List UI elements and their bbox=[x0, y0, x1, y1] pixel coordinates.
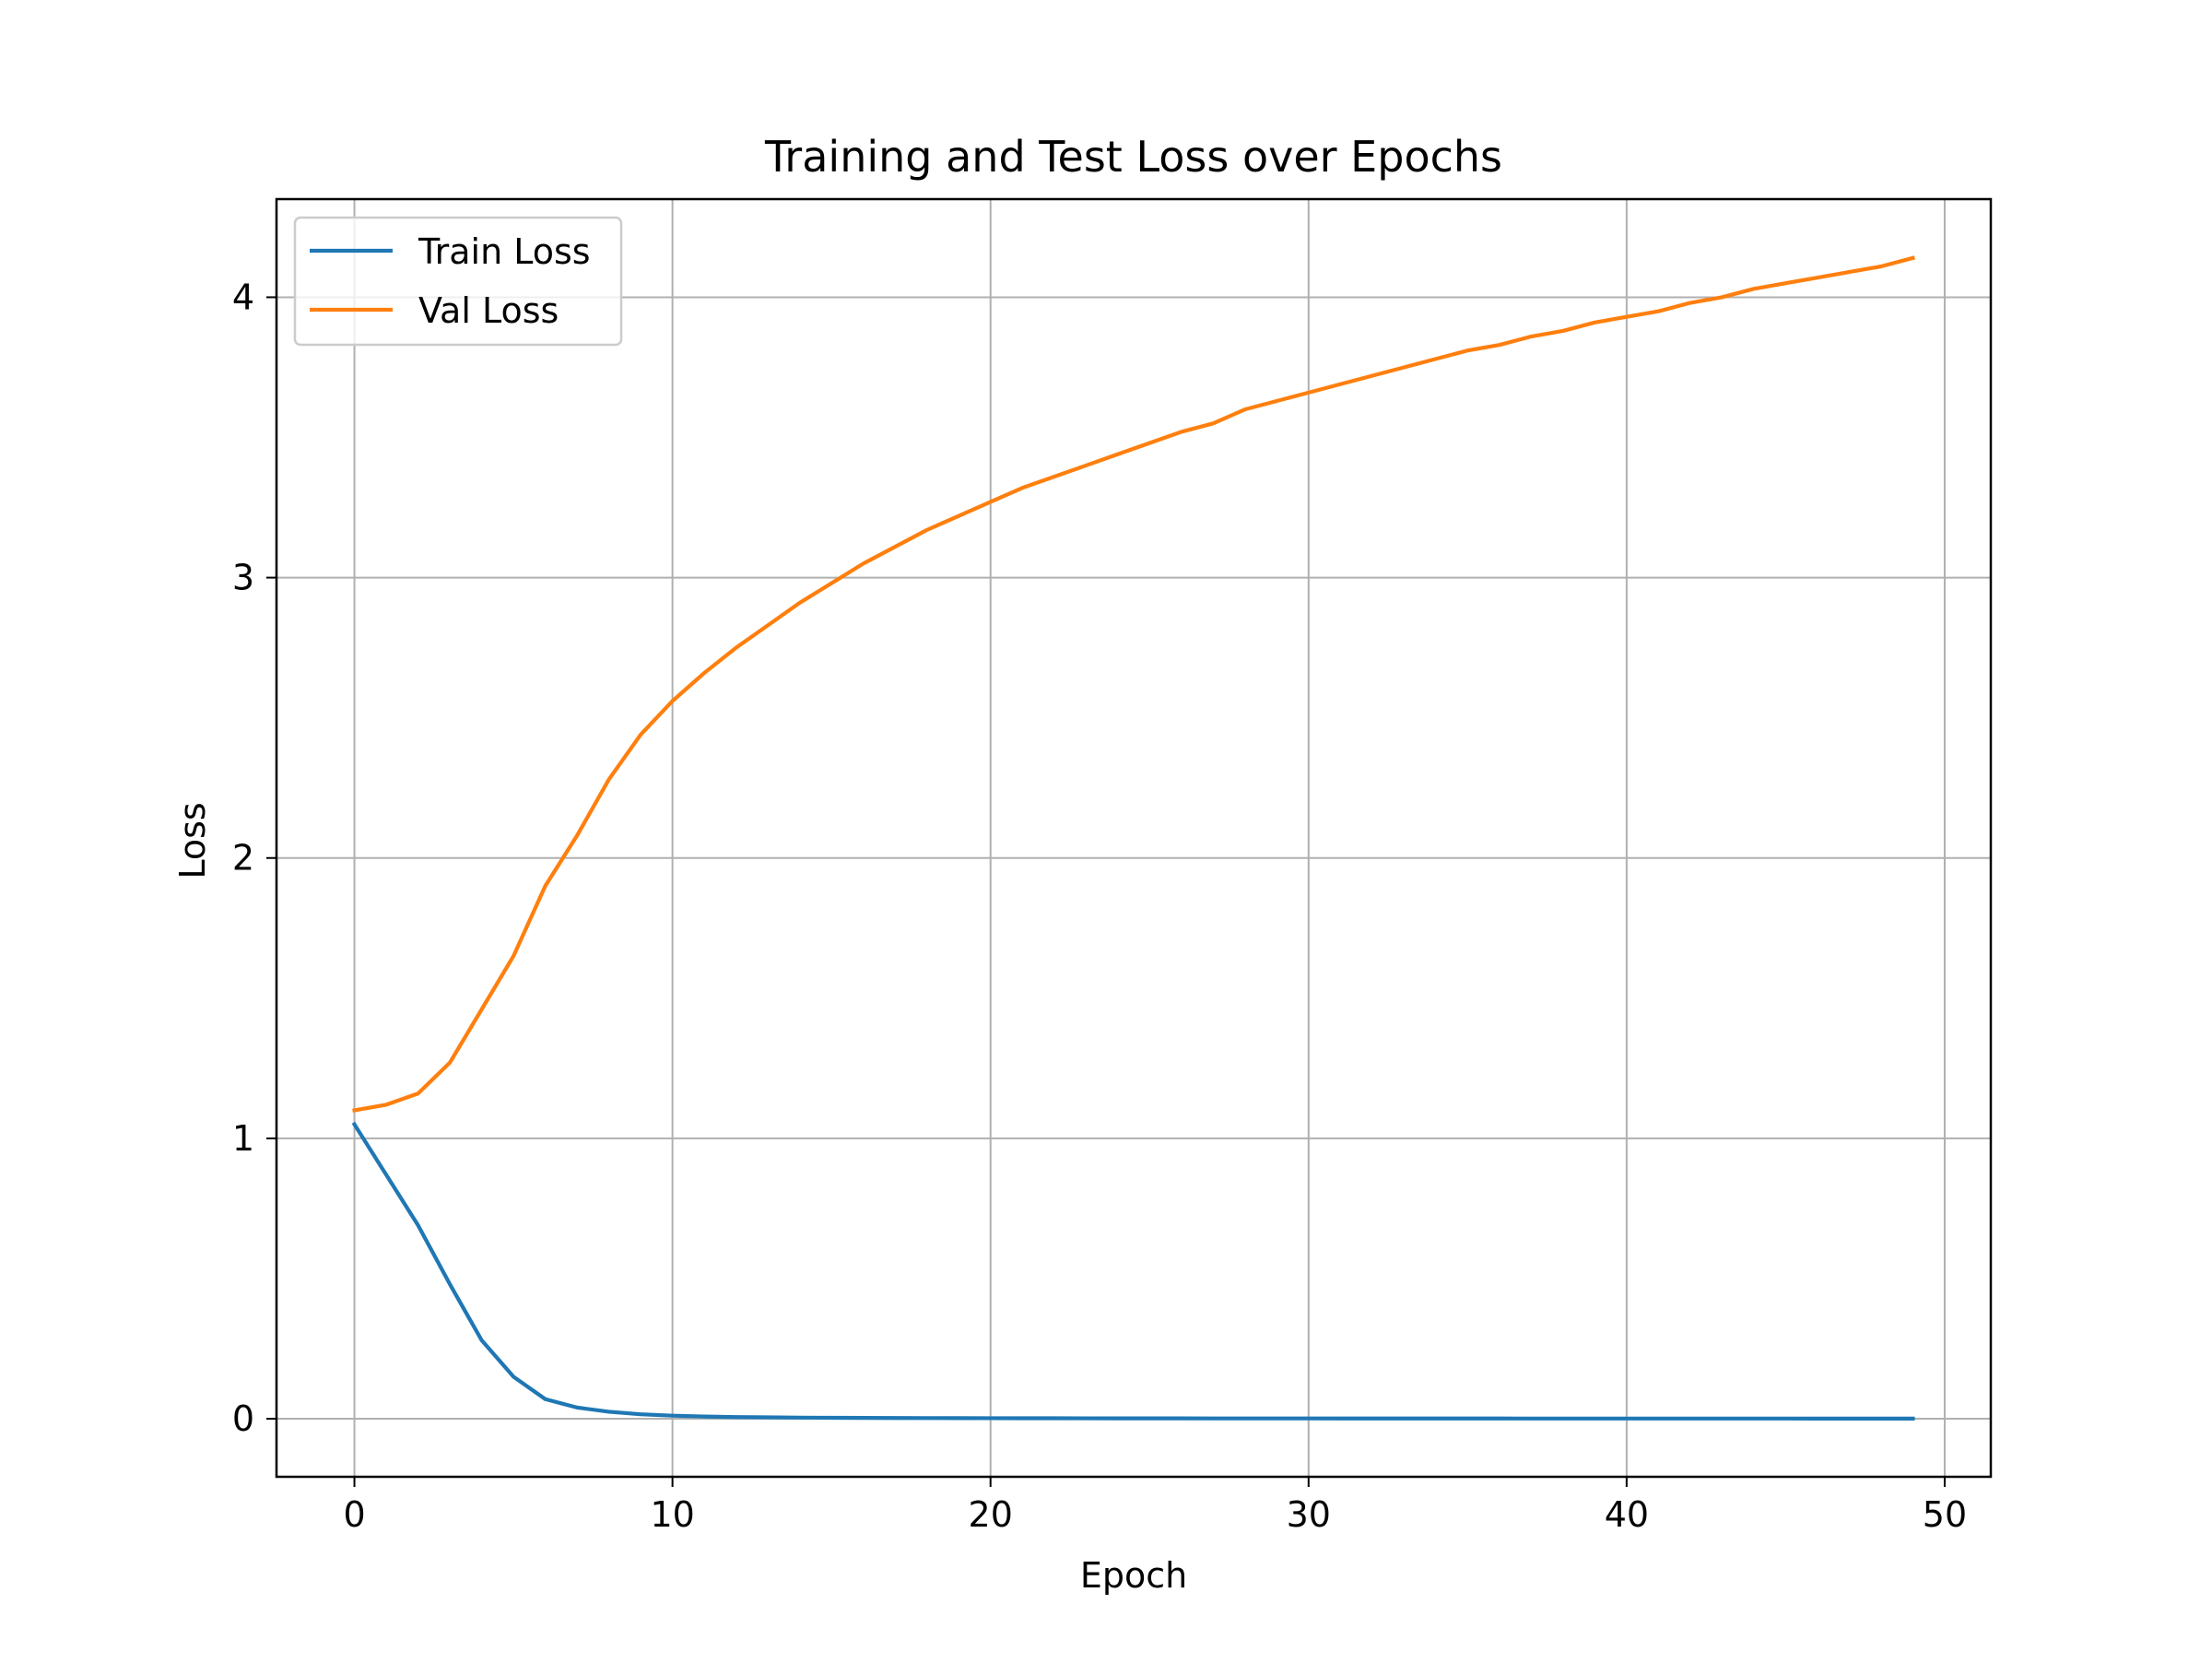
y-axis-label: Loss bbox=[172, 802, 213, 879]
series-line-val-loss bbox=[352, 255, 1916, 1113]
x-tick-label: 10 bbox=[650, 1494, 694, 1535]
series-lines bbox=[351, 255, 1916, 1421]
y-tick-label: 3 bbox=[232, 558, 254, 598]
y-tick-label: 2 bbox=[232, 838, 254, 879]
chart-title: Training and Test Loss over Epochs bbox=[764, 132, 1502, 182]
x-tick-label: 50 bbox=[1923, 1494, 1967, 1535]
legend-label-val-loss: Val Loss bbox=[418, 290, 559, 331]
series-line-train-loss bbox=[351, 1121, 1915, 1421]
x-tick-label: 20 bbox=[969, 1494, 1013, 1535]
y-tick-label: 4 bbox=[232, 277, 254, 317]
legend-label-train-loss: Train Loss bbox=[418, 231, 591, 272]
y-axis-ticks: 0 1 2 3 4 bbox=[232, 277, 276, 1439]
x-tick-label: 0 bbox=[343, 1494, 365, 1535]
grid bbox=[276, 199, 1991, 1477]
plot-frame bbox=[275, 197, 1993, 1479]
legend: Train Loss Val Loss bbox=[293, 216, 623, 347]
x-axis-label: Epoch bbox=[1080, 1555, 1187, 1596]
x-axis-ticks: 0 10 20 30 40 50 bbox=[343, 1477, 1967, 1535]
y-tick-label: 1 bbox=[232, 1118, 254, 1159]
x-tick-label: 40 bbox=[1605, 1494, 1649, 1535]
y-tick-label: 0 bbox=[232, 1398, 254, 1439]
x-tick-label: 30 bbox=[1287, 1494, 1331, 1535]
